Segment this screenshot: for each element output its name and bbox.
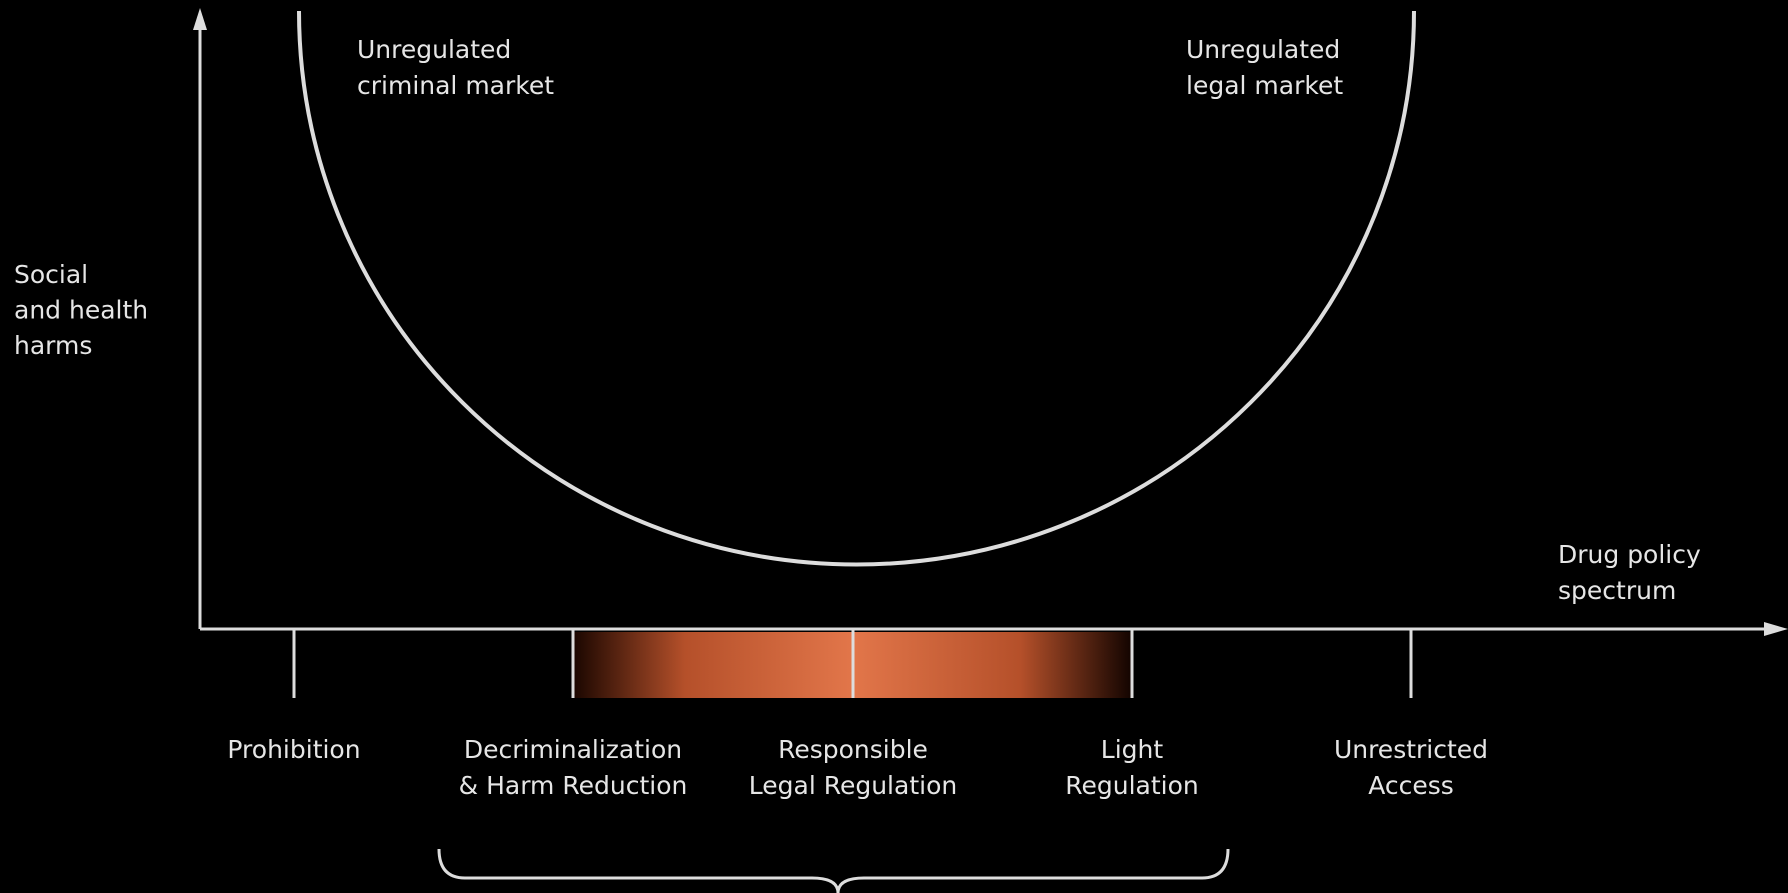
y-arrow: [193, 8, 207, 30]
spectrum-label: Prohibition: [227, 735, 360, 764]
x-axis-label: Drug policy: [1558, 540, 1701, 569]
spectrum-label: Legal Regulation: [749, 771, 957, 800]
y-axis-label: Social: [14, 260, 88, 289]
curve-label: Unregulated: [1186, 35, 1340, 64]
spectrum-label: Light: [1101, 735, 1164, 764]
spectrum-label: Unrestricted: [1334, 735, 1488, 764]
x-axis-label: spectrum: [1558, 576, 1676, 605]
x-arrow: [1764, 622, 1788, 636]
spectrum-label: Regulation: [1065, 771, 1199, 800]
curve-label: Unregulated: [357, 35, 511, 64]
curve-label: criminal market: [357, 71, 554, 100]
brace: [437, 848, 1230, 893]
spectrum-label: & Harm Reduction: [459, 771, 688, 800]
spectrum-label: Decriminalization: [464, 735, 682, 764]
y-axis-label: harms: [14, 331, 92, 360]
y-axis-label: and health: [14, 296, 148, 325]
harm-curve: [297, 10, 1416, 567]
spectrum-label: Access: [1368, 771, 1454, 800]
spectrum-label: Responsible: [778, 735, 928, 764]
curve-label: legal market: [1186, 71, 1343, 100]
